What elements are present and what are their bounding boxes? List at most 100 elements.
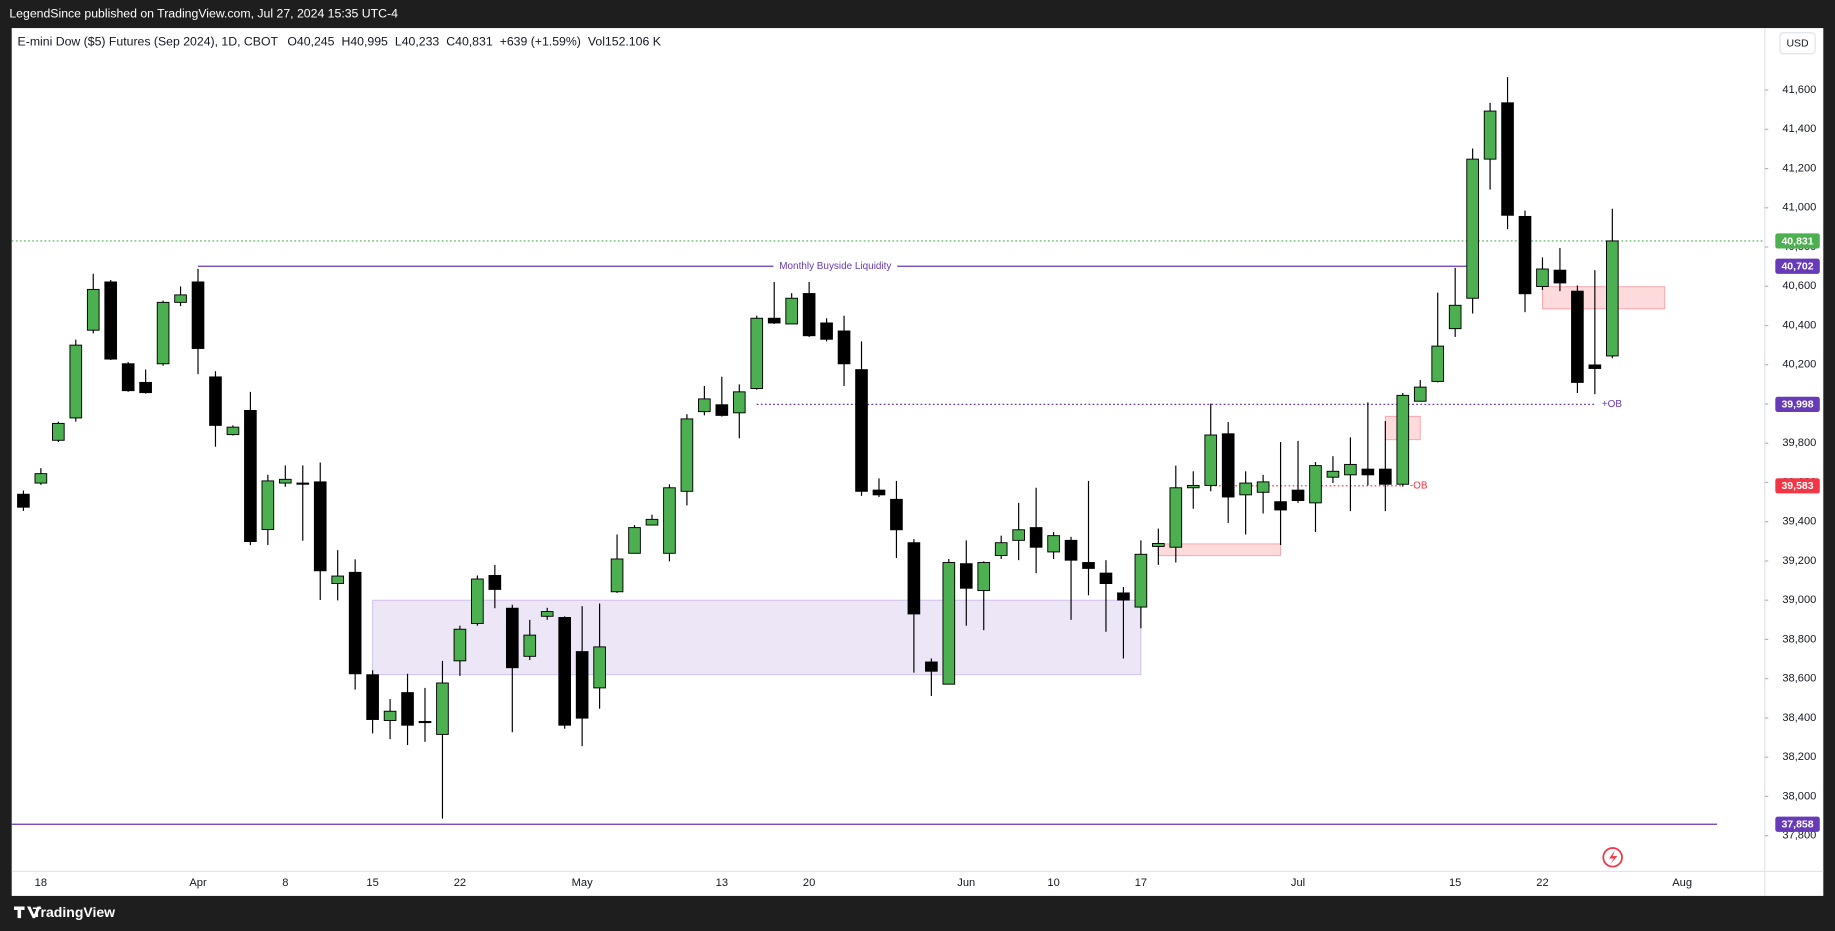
publisher-line: LegendSince published on TradingView.com… bbox=[9, 6, 398, 20]
replay-icon[interactable] bbox=[1602, 847, 1623, 868]
level-text: +OB bbox=[1602, 399, 1623, 410]
price-box-label: 37,858 bbox=[1781, 819, 1813, 831]
candle-body bbox=[278, 478, 292, 484]
y-tick-label: 38,600 bbox=[1782, 673, 1816, 685]
candle-body bbox=[1396, 394, 1410, 485]
quote-item: Vol152.106 K bbox=[588, 34, 662, 48]
candle-body bbox=[1256, 481, 1270, 493]
level-text-bg bbox=[773, 259, 898, 274]
x-tick-label: 15 bbox=[366, 877, 378, 889]
candle-body bbox=[226, 426, 240, 436]
x-tick-label: Jul bbox=[1291, 877, 1305, 889]
price-box-label: 40,831 bbox=[1781, 235, 1813, 247]
brand-logo bbox=[14, 906, 41, 919]
quote-item: +639 (+1.59%) bbox=[500, 34, 581, 48]
candle-body bbox=[471, 578, 484, 625]
candle-body bbox=[1204, 434, 1218, 486]
candle-body bbox=[1448, 304, 1462, 330]
y-tick-label: 39,400 bbox=[1782, 516, 1816, 528]
candle-body bbox=[575, 651, 589, 719]
candle-body bbox=[1483, 110, 1497, 160]
candle-body bbox=[366, 674, 379, 720]
zone bbox=[1542, 286, 1666, 310]
candle-body bbox=[244, 410, 257, 543]
y-tick-label: 41,000 bbox=[1782, 202, 1816, 214]
candle-body bbox=[610, 558, 624, 593]
y-tick-label: 38,800 bbox=[1782, 633, 1816, 645]
x-tick-label: May bbox=[572, 877, 593, 889]
candle-body bbox=[523, 634, 537, 657]
candle-body bbox=[296, 482, 310, 485]
y-tick-label: 39,800 bbox=[1782, 437, 1816, 449]
price-box-label: 39,998 bbox=[1781, 399, 1813, 411]
candle-body bbox=[401, 692, 414, 726]
y-tick-label: 37,800 bbox=[1782, 830, 1816, 842]
legend: E-mini Dow ($5) Futures (Sep 2024), 1D, … bbox=[18, 34, 662, 48]
candle-body bbox=[1326, 470, 1340, 478]
currency-label[interactable]: USD bbox=[1786, 38, 1809, 50]
candle-body bbox=[1344, 463, 1357, 476]
candle-body bbox=[837, 330, 851, 365]
candle-body bbox=[732, 391, 746, 414]
candle-body bbox=[505, 607, 519, 669]
x-tick-label: 15 bbox=[1449, 877, 1461, 889]
candle-body bbox=[1186, 484, 1200, 489]
price-box bbox=[1775, 478, 1820, 494]
candle-body bbox=[1291, 489, 1305, 501]
candle-body bbox=[174, 294, 187, 303]
candle-body bbox=[34, 473, 48, 484]
candle-body bbox=[628, 527, 641, 554]
candle-body bbox=[855, 369, 868, 492]
candle-body bbox=[1309, 465, 1322, 504]
quote-item: L40,233 bbox=[395, 34, 440, 48]
candle-body bbox=[820, 322, 833, 340]
candle-body bbox=[1152, 543, 1165, 547]
candle-body bbox=[1029, 527, 1043, 548]
candle-body bbox=[1431, 345, 1445, 382]
price-box-label: 40,702 bbox=[1781, 261, 1813, 273]
candle-body bbox=[802, 293, 816, 337]
candle-body bbox=[1274, 501, 1287, 511]
x-tick-label: 10 bbox=[1047, 877, 1059, 889]
candle-body bbox=[69, 344, 83, 419]
candle-body bbox=[139, 381, 152, 394]
y-tick-label: 41,200 bbox=[1782, 162, 1816, 174]
candle-body bbox=[86, 288, 100, 331]
candle-body bbox=[890, 498, 903, 531]
level-text: Monthly Buyside Liquidity bbox=[779, 261, 891, 272]
candle-body bbox=[994, 542, 1008, 556]
candle-body bbox=[1571, 290, 1584, 383]
x-tick-label: 8 bbox=[282, 877, 288, 889]
level-text: -OB bbox=[1410, 480, 1428, 491]
candle-body bbox=[1588, 364, 1602, 369]
icon-ring[interactable] bbox=[1602, 847, 1623, 868]
icon-bolt[interactable] bbox=[1609, 850, 1618, 865]
price-box-label: 39,583 bbox=[1781, 480, 1813, 492]
candle-body bbox=[436, 682, 449, 735]
price-box bbox=[1775, 396, 1820, 412]
candle-body bbox=[1082, 562, 1095, 569]
candle-body bbox=[1553, 269, 1567, 284]
chart-area bbox=[11, 28, 1824, 896]
y-tick-label: 40,600 bbox=[1782, 280, 1816, 292]
candle-body bbox=[663, 487, 676, 554]
candle-body bbox=[1379, 468, 1392, 485]
y-tick-label: 41,600 bbox=[1782, 84, 1816, 96]
candle-body bbox=[715, 404, 729, 416]
candle-body bbox=[1099, 572, 1113, 584]
price-box bbox=[1775, 258, 1820, 274]
currency-button[interactable] bbox=[1779, 32, 1816, 55]
x-tick-label: 22 bbox=[1536, 877, 1548, 889]
quote-item: H40,995 bbox=[341, 34, 388, 48]
y-tick-label: 40,200 bbox=[1782, 359, 1816, 371]
quote-item: C40,831 bbox=[446, 34, 493, 48]
brand-name: TradingView bbox=[33, 904, 115, 920]
candle-body bbox=[313, 481, 327, 572]
x-tick-label: Aug bbox=[1672, 877, 1692, 889]
candle-body bbox=[593, 646, 606, 689]
candle-body bbox=[1047, 535, 1060, 553]
price-box bbox=[1775, 816, 1820, 832]
candle-body bbox=[348, 571, 362, 675]
